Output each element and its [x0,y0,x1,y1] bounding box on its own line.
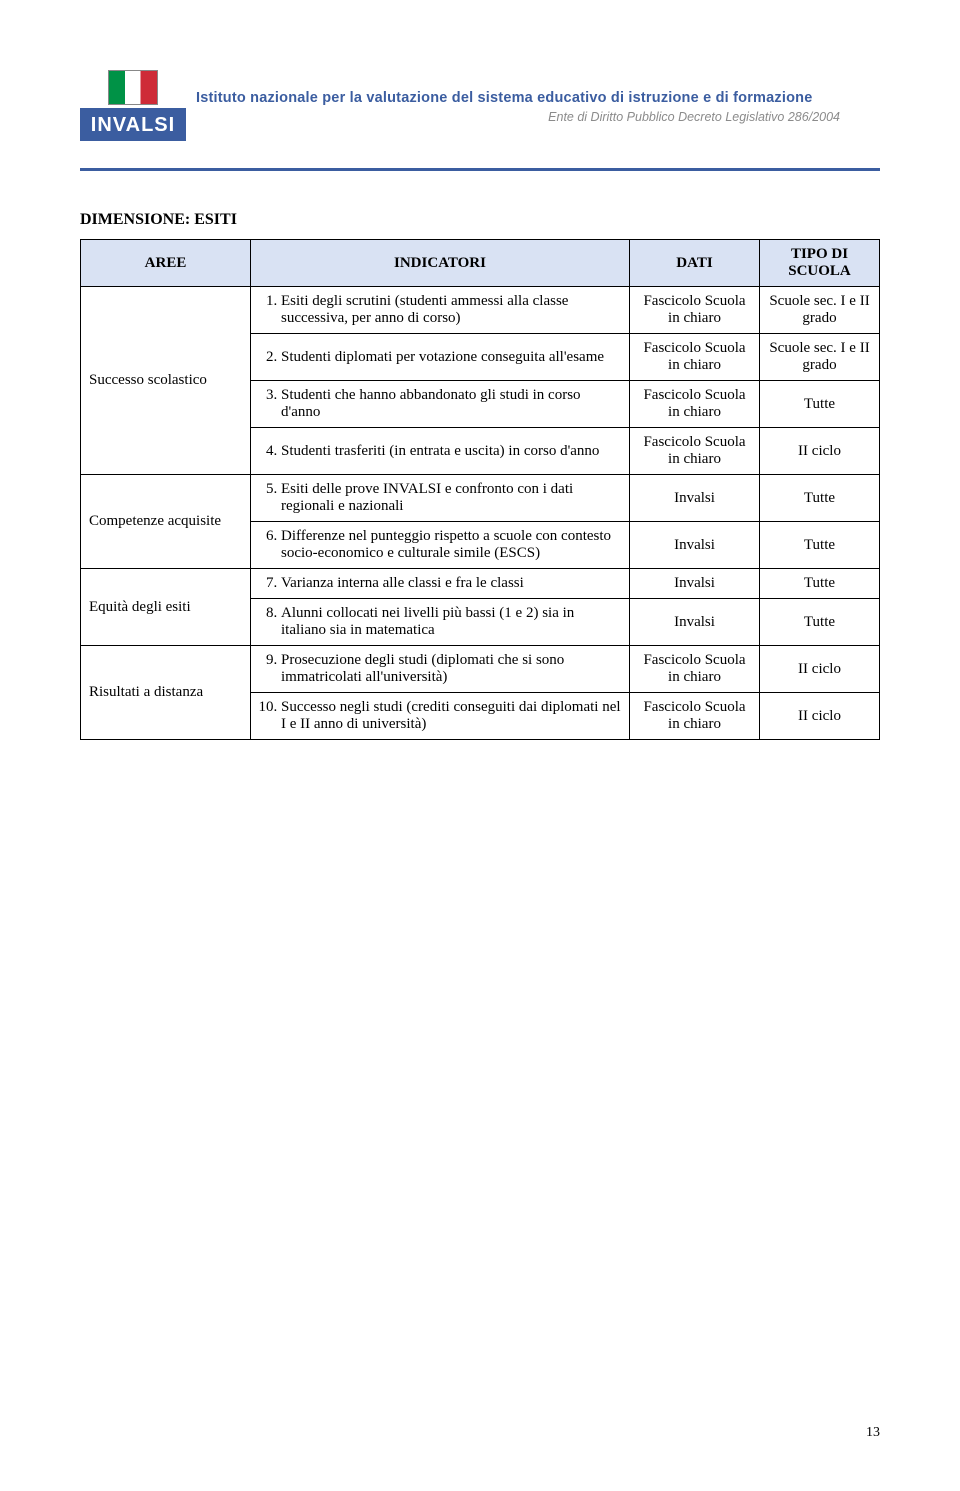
indicatore-cell: Differenze nel punteggio rispetto a scuo… [251,522,630,569]
indicatore-cell: Studenti diplomati per votazione consegu… [251,334,630,381]
indicatore-5: Esiti delle prove INVALSI e confronto co… [281,481,621,515]
tipo-cell: II ciclo [760,693,880,740]
indicatore-4: Studenti trasferiti (in entrata e uscita… [281,443,621,460]
indicatore-6: Differenze nel punteggio rispetto a scuo… [281,528,621,562]
dati-cell: Fascicolo Scuola in chiaro [630,287,760,334]
dati-cell: Fascicolo Scuola in chiaro [630,693,760,740]
indicatore-cell: Studenti che hanno abbandonato gli studi… [251,381,630,428]
tipo-cell: II ciclo [760,646,880,693]
indicatore-7: Varianza interna alle classi e fra le cl… [281,575,621,592]
dati-cell: Invalsi [630,522,760,569]
aree-successo: Successo scolastico [81,287,251,475]
tipo-cell: Tutte [760,522,880,569]
indicatore-3: Studenti che hanno abbandonato gli studi… [281,387,621,421]
indicatore-10: Successo negli studi (crediti conseguiti… [281,699,621,733]
indicatore-2: Studenti diplomati per votazione consegu… [281,349,621,366]
table-row: Risultati a distanza Prosecuzione degli … [81,646,880,693]
indicatore-cell: Varianza interna alle classi e fra le cl… [251,569,630,599]
section-title: DIMENSIONE: ESITI [80,211,880,229]
header-dati: DATI [630,240,760,287]
page-number: 13 [866,1425,880,1441]
dati-cell: Fascicolo Scuola in chiaro [630,646,760,693]
indicatore-cell: Alunni collocati nei livelli più bassi (… [251,599,630,646]
dati-cell: Fascicolo Scuola in chiaro [630,381,760,428]
indicatore-cell: Studenti trasferiti (in entrata e uscita… [251,428,630,475]
header-aree: AREE [81,240,251,287]
table-row: Successo scolastico Esiti degli scrutini… [81,287,880,334]
indicatore-cell: Successo negli studi (crediti conseguiti… [251,693,630,740]
tipo-cell: Scuole sec. I e II grado [760,334,880,381]
tipo-cell: II ciclo [760,428,880,475]
table-row: Competenze acquisite Esiti delle prove I… [81,475,880,522]
banner-divider [80,168,880,171]
tipo-cell: Scuole sec. I e II grado [760,287,880,334]
aree-risultati: Risultati a distanza [81,646,251,740]
banner-title: Istituto nazionale per la valutazione de… [196,90,880,106]
header-tipo: TIPO DI SCUOLA [760,240,880,287]
dati-cell: Invalsi [630,475,760,522]
indicatore-9: Prosecuzione degli studi (diplomati che … [281,652,621,686]
logo-flag-icon [108,70,158,105]
indicatore-8: Alunni collocati nei livelli più bassi (… [281,605,621,639]
aree-competenze: Competenze acquisite [81,475,251,569]
tipo-cell: Tutte [760,381,880,428]
indicatore-cell: Esiti degli scrutini (studenti ammessi a… [251,287,630,334]
indicatore-1: Esiti degli scrutini (studenti ammessi a… [281,293,621,327]
dati-cell: Invalsi [630,599,760,646]
banner-subtitle: Ente di Diritto Pubblico Decreto Legisla… [196,110,880,124]
indicatore-cell: Esiti delle prove INVALSI e confronto co… [251,475,630,522]
tipo-cell: Tutte [760,599,880,646]
header-indicatori: INDICATORI [251,240,630,287]
header-banner: INVALSI Istituto nazionale per la valuta… [80,70,880,160]
esiti-table: AREE INDICATORI DATI TIPO DI SCUOLA Succ… [80,239,880,740]
table-header-row: AREE INDICATORI DATI TIPO DI SCUOLA [81,240,880,287]
dati-cell: Invalsi [630,569,760,599]
logo: INVALSI [80,70,186,160]
dati-cell: Fascicolo Scuola in chiaro [630,334,760,381]
aree-equita: Equità degli esiti [81,569,251,646]
tipo-cell: Tutte [760,569,880,599]
table-row: Equità degli esiti Varianza interna alle… [81,569,880,599]
indicatore-cell: Prosecuzione degli studi (diplomati che … [251,646,630,693]
tipo-cell: Tutte [760,475,880,522]
dati-cell: Fascicolo Scuola in chiaro [630,428,760,475]
logo-text: INVALSI [80,108,186,141]
